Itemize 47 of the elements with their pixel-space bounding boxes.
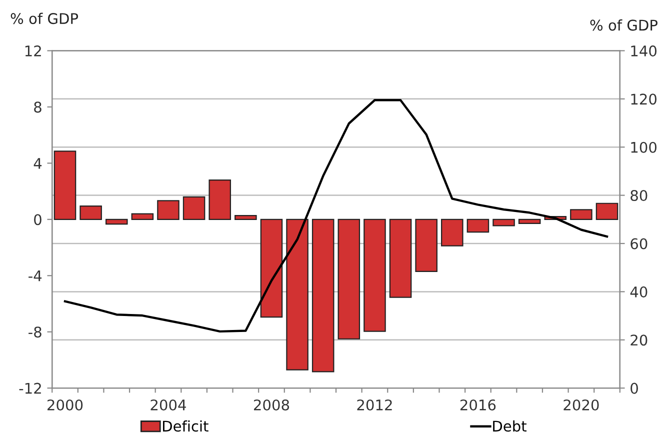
bar [80,205,102,220]
bar [105,218,128,225]
bar [260,218,283,318]
x-tick-label: 2020 [564,399,599,410]
y2-tick-label: 120 [631,94,656,105]
legend-label: Debt [493,420,526,432]
bar [286,218,308,370]
y2-tick-label: 80 [630,190,648,202]
bar [208,179,231,220]
x-tick-label: 2008 [254,399,290,410]
y2-tick-label: 40 [630,286,648,298]
bar [441,218,464,246]
x-tick-label: 2004 [150,399,186,410]
y-tick-label: 4 [34,158,42,169]
x-tick-label: 2016 [460,399,496,410]
bar [364,218,386,332]
bar [157,200,180,220]
bar [182,196,206,220]
bar [389,218,412,298]
x-tick-label: 2012 [357,399,392,410]
bar [596,202,618,220]
x-tick-label: 2000 [48,399,83,410]
y2-tick-label: 100 [631,142,656,153]
y-tick-label: 0 [34,214,42,226]
y-tick-label: 12 [25,45,41,56]
y2-tick-label: 140 [631,45,656,56]
bar [466,218,490,233]
y-tick-label: -4 [28,270,42,282]
y2-tick-label: 60 [630,238,648,250]
y-tick-label: -12 [19,382,41,394]
bar [570,209,592,220]
bar [415,218,438,272]
legend-label: Deficit [163,420,208,432]
y2-tick-label: 20 [630,334,648,346]
y2-axis-title: % of GDP [590,19,658,31]
bar [492,218,515,226]
y-tick-label: -8 [28,326,42,338]
line-series [64,99,608,333]
y-axis-title: % of GDP [10,12,78,24]
bar [518,218,541,224]
bar [234,215,257,220]
bar [312,218,334,372]
bar [338,218,360,340]
bar [54,150,76,220]
bar [131,213,154,220]
y2-tick-label: 0 [630,382,638,394]
y-tick-label: 8 [34,102,42,113]
